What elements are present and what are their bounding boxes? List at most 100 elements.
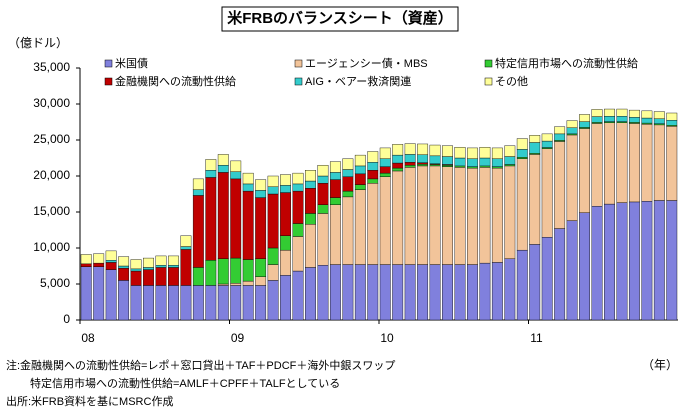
- bar-segment: [591, 206, 603, 321]
- bar-segment: [454, 264, 466, 321]
- legend-label: エージェンシー債・MBS: [305, 56, 428, 70]
- bar-segment: [653, 111, 665, 119]
- chart-title: 米FRBのバランスシート（資産）: [227, 9, 453, 27]
- bar-segment: [616, 202, 628, 321]
- bar-segment: [616, 116, 628, 122]
- bar-segment: [280, 275, 291, 321]
- bar-segment: [454, 167, 466, 265]
- bar-segment: [367, 170, 379, 180]
- bar-segment: [217, 258, 229, 285]
- bar-segment: [80, 266, 92, 321]
- bar-segment: [628, 109, 640, 118]
- bar-segment: [516, 138, 528, 150]
- bar-segment: [442, 166, 453, 265]
- bar-segment: [467, 264, 478, 321]
- bar-segment: [628, 117, 640, 123]
- bar-segment: [118, 256, 130, 267]
- bar-segment: [417, 264, 429, 321]
- bar-segment: [354, 173, 366, 185]
- bar-segment: [379, 158, 391, 167]
- bar-segment: [516, 249, 528, 321]
- bar-segment: [180, 235, 192, 247]
- legend-swatch: [104, 77, 113, 86]
- bar-segment: [317, 175, 329, 184]
- x-tick-label: 08: [81, 331, 95, 345]
- bar-segment: [93, 266, 105, 321]
- bar-segment: [143, 285, 154, 321]
- bar-segment: [479, 262, 491, 321]
- bar-segment: [80, 263, 92, 267]
- bar-segment: [255, 197, 267, 260]
- bar-segment: [367, 182, 379, 265]
- y-tick-label: 5,000: [40, 276, 70, 290]
- bar-segment: [442, 145, 453, 157]
- bar-segment: [404, 143, 416, 155]
- bar-segment: [230, 171, 242, 180]
- bar-segment: [130, 268, 142, 272]
- bar-segment: [554, 133, 566, 141]
- bar-segment: [280, 174, 291, 186]
- y-tick-label: 35,000: [33, 60, 70, 74]
- bar-segment: [155, 255, 167, 266]
- x-tick-label: 10: [380, 331, 394, 345]
- bar-segment: [566, 127, 578, 135]
- bar-segment: [192, 285, 204, 321]
- bar-segment: [155, 265, 167, 268]
- bar-segment: [666, 200, 678, 321]
- bar-segment: [217, 285, 229, 321]
- bar-segment: [342, 264, 354, 321]
- bar-segment: [168, 255, 179, 266]
- bar-segment: [666, 126, 678, 201]
- bar-segment: [641, 117, 653, 124]
- bar-segment: [280, 192, 291, 236]
- bar-segment: [379, 264, 391, 321]
- bar-segment: [354, 165, 366, 175]
- bar-segment: [529, 135, 541, 143]
- bar-segment: [317, 265, 329, 321]
- bar-segment: [80, 254, 92, 265]
- bar-segment: [479, 157, 491, 167]
- legend-swatch: [484, 77, 493, 86]
- bar-segment: [255, 285, 267, 321]
- bar-segment: [566, 220, 578, 321]
- bar-segment: [554, 141, 566, 229]
- bar-segment: [192, 195, 204, 268]
- bar-segment: [130, 285, 142, 321]
- bar-segment: [504, 165, 516, 259]
- bar-segment: [641, 110, 653, 119]
- x-axis-label: （年）: [642, 358, 678, 372]
- y-tick-label: 20,000: [33, 168, 70, 182]
- x-tick-label: 09: [231, 331, 245, 345]
- bar-segment: [292, 190, 304, 224]
- bar-segment: [653, 124, 665, 201]
- bar-segment: [491, 158, 503, 167]
- bar-segment: [404, 264, 416, 321]
- bar-segment: [230, 160, 242, 172]
- bar-segment: [454, 165, 466, 168]
- bar-segment: [404, 164, 416, 168]
- bar-segment: [217, 283, 229, 286]
- x-tick-label: 11: [530, 331, 543, 345]
- bar-segment: [429, 155, 441, 164]
- bar-segment: [367, 264, 379, 321]
- bar-segment: [429, 165, 441, 265]
- bar-segment: [305, 224, 316, 268]
- bar-segment: [529, 244, 541, 321]
- bar-segment: [180, 285, 192, 321]
- bar-segment: [392, 154, 404, 164]
- bar-segment: [579, 128, 590, 213]
- bar-segment: [566, 120, 578, 128]
- bar-segment: [118, 267, 130, 281]
- bar-segment: [491, 167, 503, 263]
- bar-segment: [504, 145, 516, 157]
- bar-segment: [292, 183, 304, 192]
- bar-segment: [267, 193, 279, 249]
- bar-segment: [467, 147, 478, 159]
- bar-segment: [579, 114, 590, 122]
- bar-segment: [317, 204, 329, 214]
- bar-segment: [205, 177, 217, 261]
- bar-segment: [280, 235, 291, 251]
- bar-segment: [217, 172, 229, 259]
- bar-segment: [317, 164, 329, 177]
